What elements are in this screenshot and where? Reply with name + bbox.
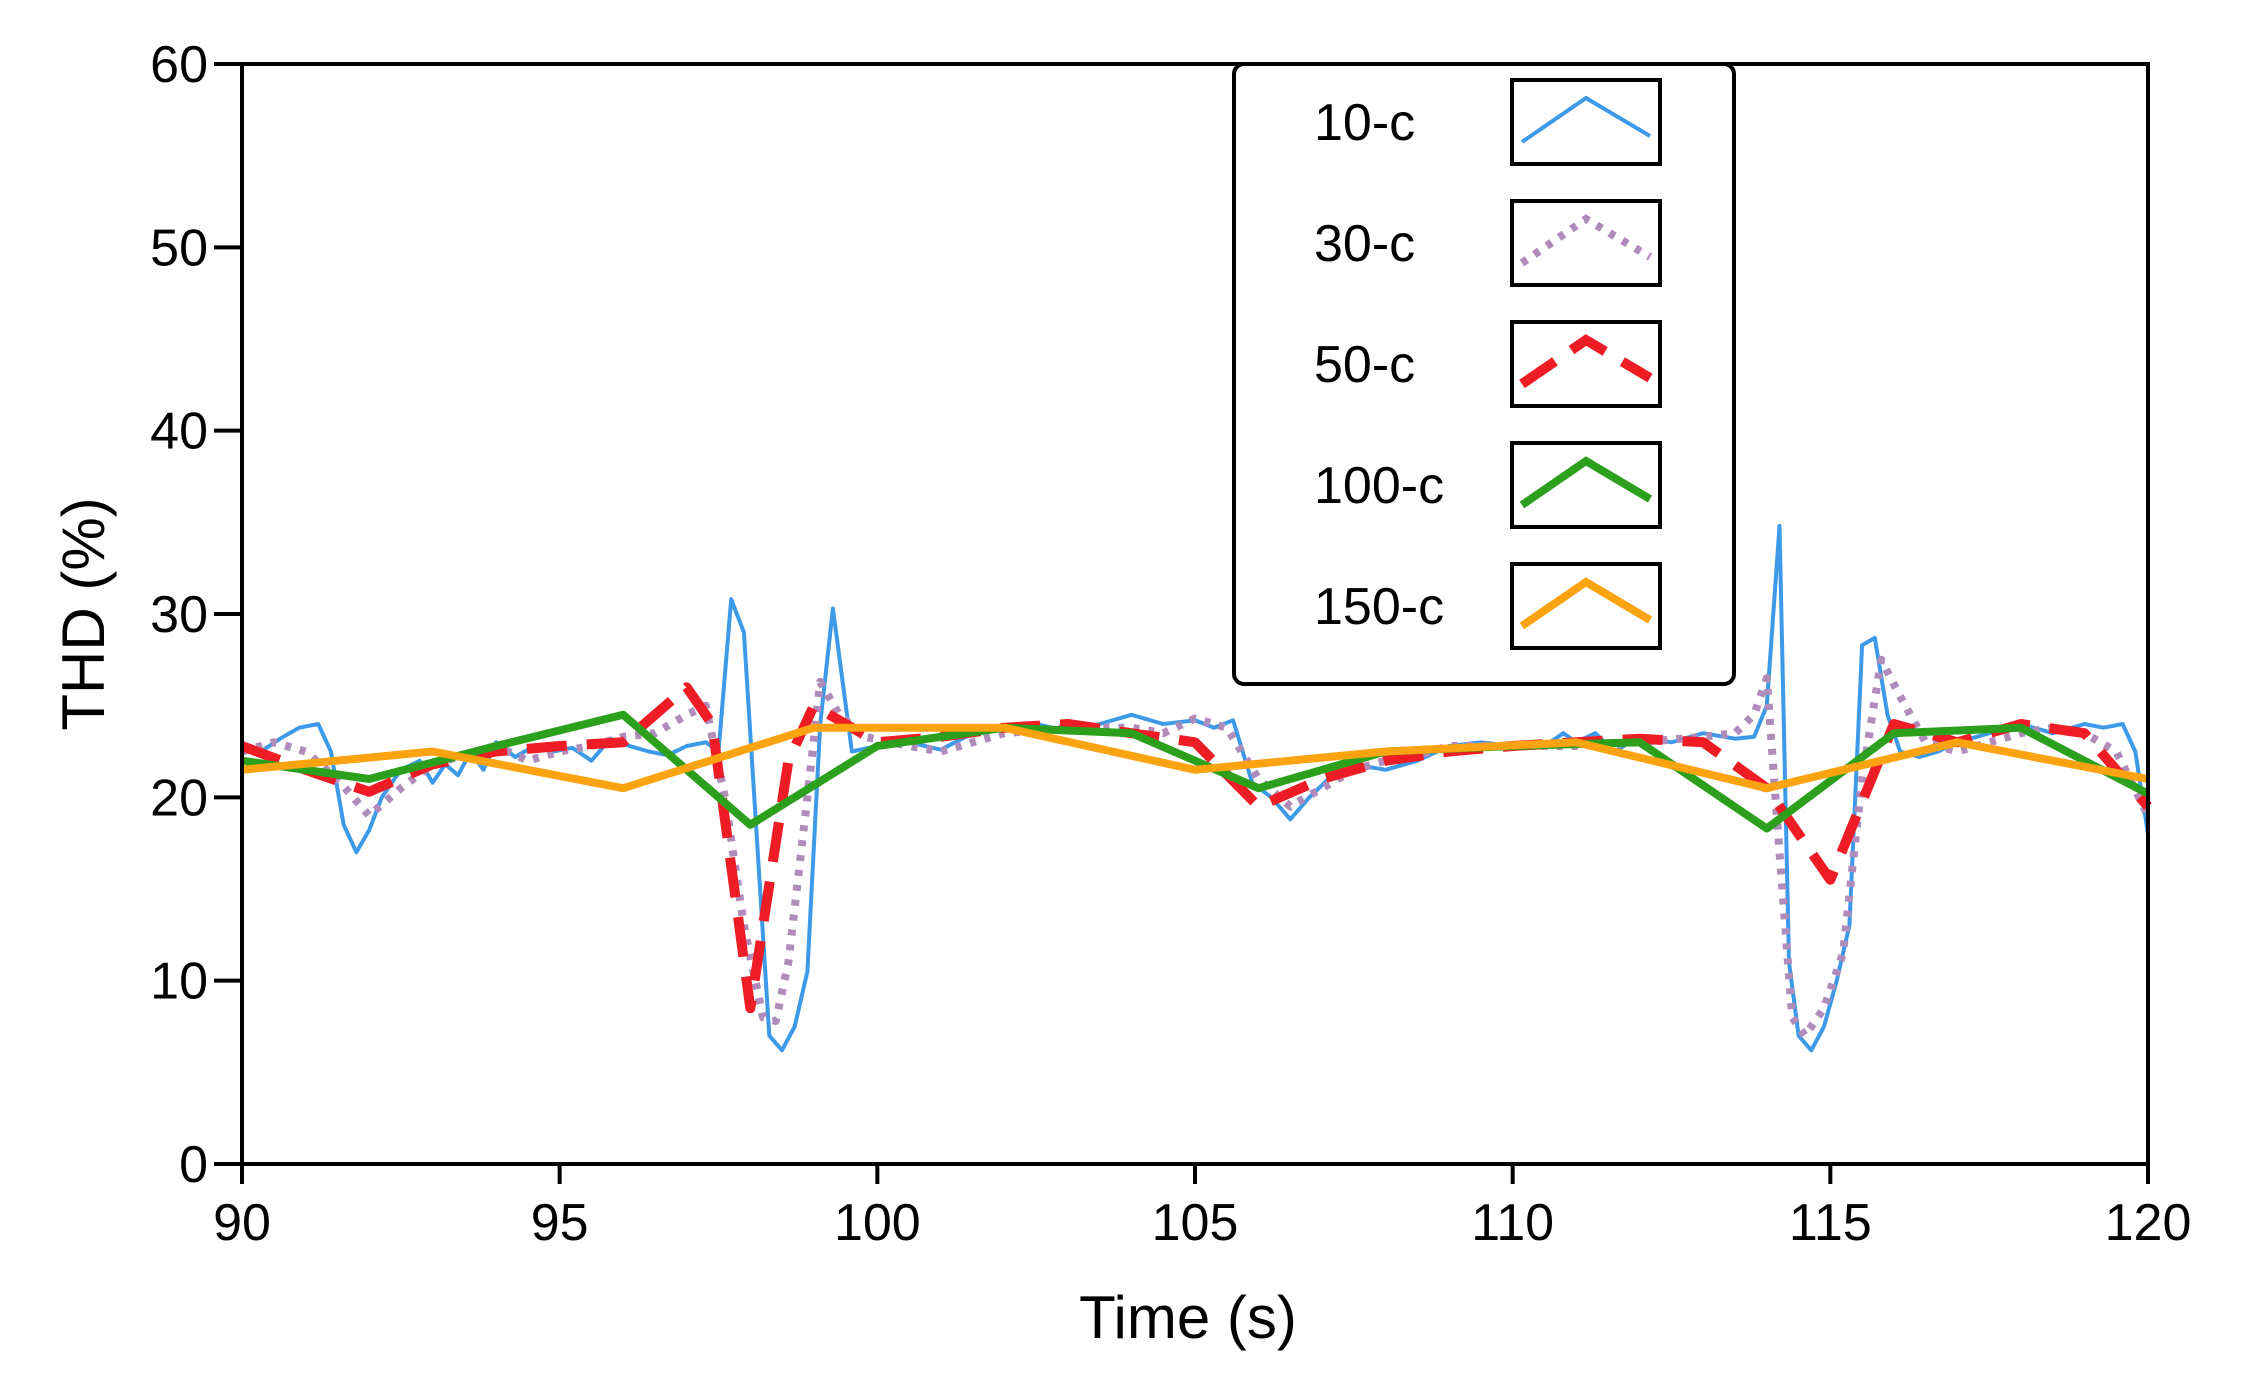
legend-swatch-box: [1510, 441, 1662, 529]
y-tick-label: 10: [150, 953, 208, 1011]
x-tick-label: 120: [2105, 1194, 2192, 1252]
legend: 10-c 30-c 50-c 100-c 150-c: [1232, 62, 1736, 686]
x-tick-label: 95: [531, 1194, 589, 1252]
series-line-10-c: [241, 524, 2150, 1053]
y-tick-label: 0: [179, 1136, 208, 1194]
series-line-150-c: [241, 723, 2149, 793]
legend-label-10-c: 10-c: [1314, 94, 1415, 152]
x-axis-label: Time (s): [1079, 1284, 1297, 1351]
y-tick-label: 20: [150, 769, 208, 827]
y-tick-label: 40: [150, 403, 208, 461]
series-line-100-c: [241, 710, 2150, 833]
legend-swatch-box: [1510, 199, 1662, 287]
legend-label-150-c: 150-c: [1314, 578, 1444, 636]
y-axis-label: THD (%): [50, 497, 117, 730]
legend-swatch-30-c: [1519, 214, 1653, 267]
legend-swatch-10-c: [1520, 95, 1652, 144]
legend-swatch-150-c: [1519, 577, 1653, 630]
y-tick-label: 60: [150, 36, 208, 94]
plot-lines: [240, 524, 2152, 1053]
y-tick-label: 30: [150, 586, 208, 644]
legend-swatch-box: [1510, 562, 1662, 650]
legend-swatch-50-c: [1519, 334, 1653, 389]
series-line-30-c: [240, 655, 2152, 1040]
x-tick-label: 115: [1789, 1194, 1872, 1252]
plot-frame: [240, 62, 2150, 1166]
x-tick-label: 100: [834, 1194, 921, 1252]
x-axis: 90 95 100 105 110 115 120: [213, 1164, 2191, 1252]
x-tick-label: 90: [213, 1194, 271, 1252]
legend-label-50-c: 50-c: [1314, 336, 1415, 394]
y-tick-label: 50: [150, 219, 208, 277]
legend-swatch-100-c: [1519, 456, 1653, 509]
legend-label-100-c: 100-c: [1314, 457, 1444, 515]
legend-label-30-c: 30-c: [1314, 215, 1415, 273]
x-tick-label: 110: [1471, 1194, 1554, 1252]
y-axis: 0 10 20 30 40 50 60: [150, 36, 242, 1194]
x-tick-label: 105: [1152, 1194, 1239, 1252]
legend-swatch-box: [1510, 78, 1662, 166]
